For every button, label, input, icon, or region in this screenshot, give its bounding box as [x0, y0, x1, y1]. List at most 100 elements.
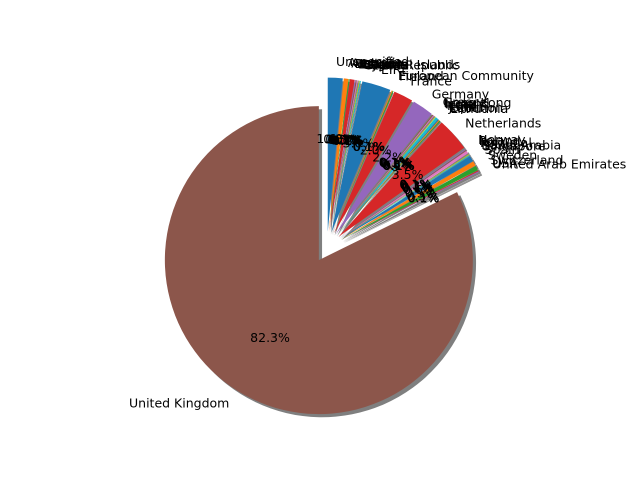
pie-slice-portugal — [339, 150, 469, 239]
pie-slice-germany — [335, 101, 432, 235]
pie-label-lebanon: Lebanon — [450, 100, 504, 115]
pie-label-iceland: Iceland — [444, 96, 489, 111]
pie-slice-spain — [340, 156, 473, 239]
pie-percent-czech-republic: 0.1% — [332, 133, 364, 148]
pie-percent-australia: 0.5% — [323, 131, 355, 146]
pie-label-singapore: Singapore — [483, 139, 546, 154]
pie-slice-israel — [336, 116, 436, 236]
pie-label-united-arab-emirates: United Arab Emirates — [493, 156, 627, 171]
pie-slice-greece — [336, 114, 434, 235]
pie-percent-switzerland: 0.5% — [406, 188, 438, 203]
pie-percent-greece: 0.1% — [379, 154, 411, 169]
pie-label-usa: USA — [492, 155, 518, 170]
pie-slice-czech-republic — [330, 80, 361, 232]
pie-percent-lebanon: 0.1% — [383, 158, 415, 173]
pie-label-portugal: Portugal — [480, 135, 532, 150]
pie-label-greece: Greece — [443, 94, 488, 109]
pie-percent-unspecified: 1.6% — [316, 131, 348, 146]
pie-slice-italy — [336, 117, 439, 236]
pie-slice-austria — [329, 79, 350, 232]
pie-label-france: France — [410, 74, 452, 89]
pie-percent-bahrain: 0.5% — [327, 132, 359, 147]
pie-wedges — [164, 77, 479, 415]
pie-percent-rsa: 0.1% — [401, 179, 433, 194]
pie-percent-lithuania: 0.1% — [383, 158, 415, 173]
pie-slice-labels: UnspecifiedAustraliaAustriaBahrainBelgiu… — [129, 54, 626, 410]
pie-slice-japan — [337, 119, 439, 236]
pie-label-canada: Canada — [360, 57, 408, 72]
pie-percent-brazil: 0.1% — [330, 132, 362, 147]
pie-slice-european-community — [332, 90, 393, 233]
pie-percent-japan: 0.1% — [382, 157, 414, 172]
pie-label-sweden: Sweden — [488, 147, 537, 162]
pie-shadow-usa — [343, 173, 482, 244]
pie-label-norway: Norway — [478, 132, 526, 147]
pie-slice-united-arab-emirates — [340, 171, 479, 241]
pie-shadow-united-arab-emirates — [343, 174, 483, 244]
pie-percent-usa: 0.1% — [407, 190, 439, 205]
pie-percent-spain: 0.6% — [403, 182, 435, 197]
pie-label-bahrain: Bahrain — [355, 56, 403, 71]
pie-percent-sweden: 0.5% — [405, 185, 437, 200]
pie-percent-channel-islands: 0.1% — [331, 133, 363, 148]
pie-percent-singapore: 0.1% — [402, 180, 434, 195]
pie-slice-sweden — [340, 161, 476, 240]
pie-label-united-kingdom: United Kingdom — [129, 395, 229, 410]
pie-label-switzerland: Switzerland — [491, 152, 564, 167]
pie-percent-cyprus: 0.1% — [332, 133, 364, 148]
pie-slice-eire — [331, 81, 391, 233]
pie-slice-cyprus — [329, 80, 360, 232]
pie-slice-united-kingdom — [164, 106, 473, 415]
pie-percent-iceland: 0.1% — [380, 155, 412, 170]
pie-slice-channel-islands — [329, 80, 359, 232]
pie-label-unspecified: Unspecified — [336, 54, 409, 69]
pie-slice-singapore — [339, 155, 470, 239]
pie-percent-saudi-arabia: 0.1% — [401, 180, 433, 195]
pie-percent-poland: 0.1% — [400, 177, 432, 192]
pie-label-italy: Italy — [447, 98, 475, 113]
pie-slice-belgium — [329, 79, 356, 232]
pie-label-european-community: European Community — [398, 68, 534, 83]
pie-slice-canada — [329, 80, 358, 232]
pie-percent-finland: 0.1% — [353, 139, 385, 154]
pie-percent-norway: 0.1% — [399, 176, 431, 191]
pie-percent-israel: 0.1% — [380, 156, 412, 171]
pie-percent-united-kingdom: 82.3% — [250, 330, 290, 345]
pie-percent-netherlands: 3.5% — [392, 167, 424, 182]
pie-label-austria: Austria — [351, 55, 395, 70]
pie-slice-lebanon — [337, 119, 440, 236]
pie-slice-norway — [339, 149, 466, 239]
pie-percent-belgium: 0.1% — [329, 132, 361, 147]
pie-percent-canada: 0.1% — [330, 132, 362, 147]
pie-label-japan: Japan — [448, 99, 484, 114]
pie-label-brazil: Brazil — [359, 57, 394, 72]
pie-slice-brazil — [329, 80, 357, 232]
pie-slice-rsa — [339, 153, 469, 239]
pie-percent-hong-kong: 0.1% — [379, 155, 411, 170]
pie-slice-unspecified — [327, 77, 343, 232]
pie-slice-bahrain — [329, 79, 355, 232]
pie-slice-lithuania — [337, 120, 441, 236]
pie-label-spain: Spain — [485, 142, 520, 157]
pie-label-finland: Finland — [399, 68, 444, 83]
pie-slice-hong-kong — [336, 115, 435, 236]
pie-label-channel-islands: Channel Islands — [361, 57, 460, 72]
pie-slice-iceland — [336, 115, 435, 236]
pie-percent-italy: 0.3% — [381, 157, 413, 172]
pie-label-saudi-arabia: Saudi Arabia — [482, 138, 561, 153]
pie-label-rsa: RSA — [481, 137, 507, 152]
pie-percent-eire: 3.0% — [343, 135, 375, 150]
pie-label-hong-kong: Hong Kong — [444, 95, 512, 110]
pie-slice-poland — [339, 149, 467, 239]
pie-percent-united-arab-emirates: 0.1% — [408, 191, 440, 206]
pie-label-lithuania: Lithuania — [450, 101, 508, 116]
pie-percent-france: 2.0% — [360, 142, 392, 157]
pie-label-poland: Poland — [479, 133, 521, 148]
pie-slice-usa — [340, 170, 479, 241]
pie-slice-france — [333, 91, 413, 234]
pie-percent-germany: 2.2% — [372, 150, 404, 165]
pie-slice-australia — [328, 78, 349, 232]
pie-label-israel: Israel — [445, 96, 479, 111]
pie-slice-finland — [333, 90, 394, 233]
